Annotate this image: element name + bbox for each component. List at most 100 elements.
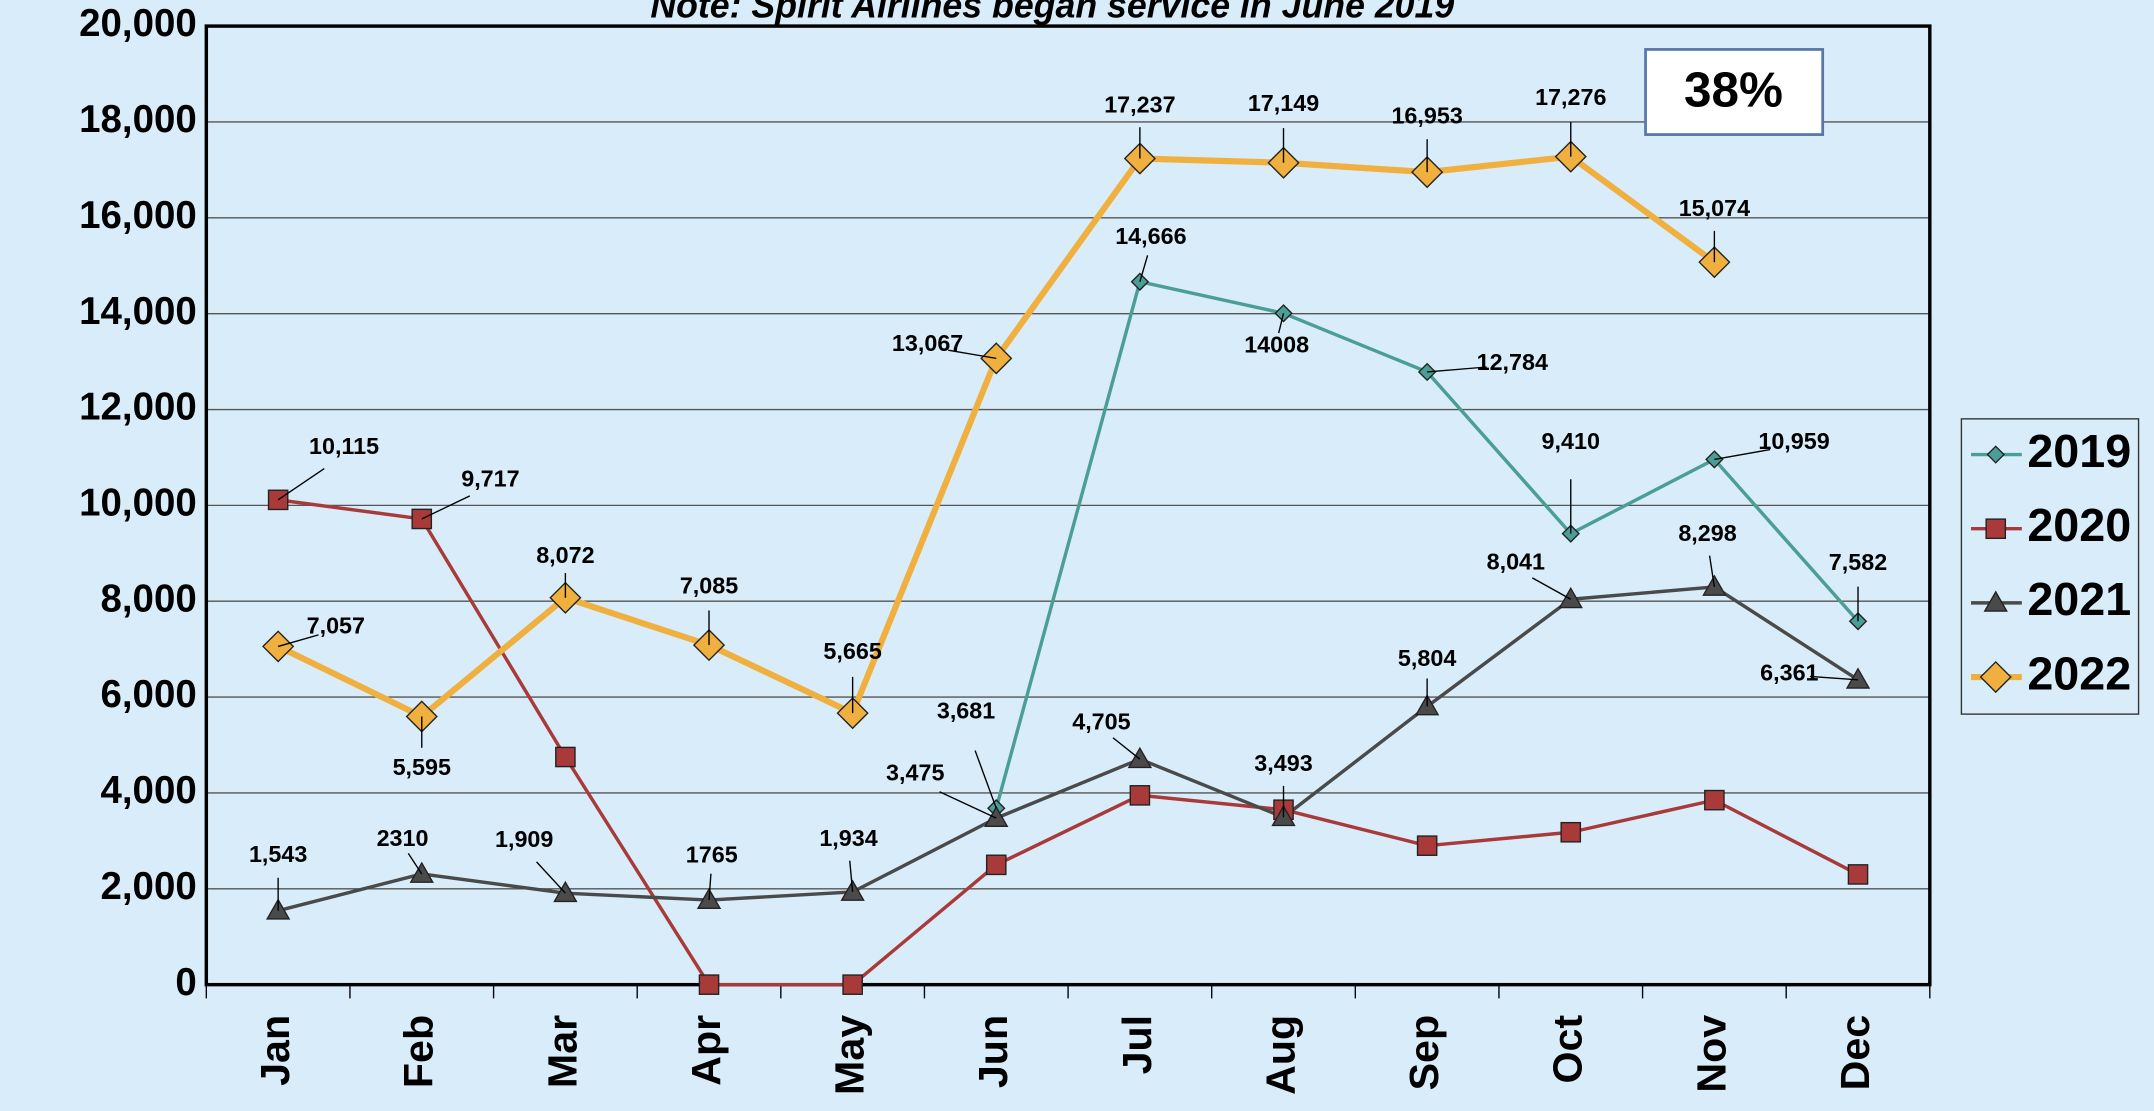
leader-line bbox=[948, 349, 997, 360]
marker bbox=[1560, 821, 1582, 843]
y-tick-label: 16,000 bbox=[79, 194, 197, 237]
y-tick-label: 20,000 bbox=[79, 2, 197, 45]
leader-line bbox=[974, 750, 997, 809]
x-tick-label: Mar bbox=[539, 1015, 585, 1088]
leader-line bbox=[1708, 555, 1716, 588]
legend-label: 2022 bbox=[2027, 647, 2131, 699]
data-label: 7,057 bbox=[307, 612, 365, 638]
marker bbox=[1986, 445, 2005, 464]
marker bbox=[1979, 660, 2012, 694]
leader-line bbox=[1139, 255, 1149, 282]
data-label: 3,475 bbox=[886, 759, 944, 785]
data-label: 12,784 bbox=[1477, 349, 1548, 375]
data-label: 16,953 bbox=[1391, 102, 1462, 128]
x-tick-label: Jun bbox=[970, 1015, 1016, 1088]
leader-line bbox=[1278, 313, 1285, 334]
legend-label: 2021 bbox=[2027, 573, 2131, 625]
chart-title: Note: Spirit Airlines began service in J… bbox=[650, 0, 1454, 26]
marker bbox=[1127, 746, 1153, 769]
y-tick-label: 4,000 bbox=[101, 769, 197, 812]
leader-line bbox=[708, 873, 712, 901]
leader-line bbox=[421, 495, 471, 520]
legend-box bbox=[1960, 418, 2140, 715]
data-label: 1,543 bbox=[249, 841, 307, 867]
leader-line bbox=[277, 634, 319, 648]
marker bbox=[1416, 835, 1438, 856]
marker bbox=[1554, 140, 1587, 173]
data-label: 10,959 bbox=[1758, 428, 1829, 454]
data-label: 13,067 bbox=[892, 330, 963, 356]
y-tick-label: 18,000 bbox=[79, 98, 197, 141]
data-label: 17,237 bbox=[1104, 92, 1175, 118]
x-tick-label: Dec bbox=[1832, 1015, 1878, 1091]
data-label: 8,041 bbox=[1487, 549, 1545, 575]
x-tick-label: Apr bbox=[683, 1015, 729, 1086]
x-tick-label: Nov bbox=[1688, 1015, 1734, 1093]
marker bbox=[1847, 864, 1869, 885]
data-label: 7,582 bbox=[1829, 549, 1887, 575]
x-tick-label: Aug bbox=[1257, 1015, 1303, 1095]
marker bbox=[984, 805, 1009, 828]
data-label: 1,909 bbox=[495, 826, 553, 852]
y-tick-label: 10,000 bbox=[79, 482, 197, 525]
annotation: 38% bbox=[1684, 62, 1783, 117]
data-label: 15,074 bbox=[1679, 195, 1750, 221]
legend-label: 2019 bbox=[2027, 425, 2131, 477]
leader-line bbox=[407, 852, 423, 875]
leader-line bbox=[536, 861, 566, 894]
data-label: 5,595 bbox=[393, 754, 451, 780]
y-tick-label: 6,000 bbox=[101, 673, 197, 716]
data-label: 17,149 bbox=[1248, 90, 1319, 116]
marker bbox=[698, 974, 720, 995]
data-label: 5,665 bbox=[823, 638, 881, 664]
x-tick-label: Jan bbox=[252, 1015, 298, 1086]
annotation-box bbox=[1644, 48, 1825, 136]
marker bbox=[1845, 667, 1871, 689]
leader-line bbox=[939, 791, 997, 819]
data-label: 5,804 bbox=[1398, 645, 1456, 671]
data-label: 9,410 bbox=[1542, 428, 1600, 454]
data-label: 2310 bbox=[377, 825, 429, 851]
y-tick-label: 0 bbox=[175, 961, 196, 1004]
leader-line bbox=[277, 467, 325, 501]
data-label: 14,666 bbox=[1115, 223, 1186, 249]
y-tick-label: 14,000 bbox=[79, 290, 197, 333]
data-label: 8,298 bbox=[1678, 520, 1736, 546]
x-tick-label: Jul bbox=[1114, 1015, 1160, 1075]
x-tick-label: May bbox=[827, 1015, 873, 1095]
data-label: 8,072 bbox=[536, 542, 594, 568]
marker bbox=[1129, 785, 1151, 806]
y-tick-label: 12,000 bbox=[79, 386, 197, 429]
leader-line bbox=[1427, 366, 1487, 373]
legend-label: 2020 bbox=[2027, 499, 2131, 551]
data-label: 1765 bbox=[686, 841, 738, 867]
series-line bbox=[277, 498, 1859, 987]
data-label: 6,361 bbox=[1760, 659, 1818, 685]
data-label: 3,493 bbox=[1254, 750, 1312, 776]
data-label: 10,115 bbox=[309, 433, 379, 459]
data-label: 4,705 bbox=[1072, 709, 1130, 735]
leader-line bbox=[1714, 448, 1771, 461]
leader-line bbox=[1112, 737, 1141, 760]
y-tick-label: 8,000 bbox=[101, 577, 197, 620]
marker bbox=[692, 629, 726, 662]
x-tick-label: Feb bbox=[396, 1015, 442, 1088]
x-tick-label: Sep bbox=[1401, 1015, 1447, 1091]
data-label: 17,276 bbox=[1535, 84, 1606, 110]
leader-line bbox=[1531, 577, 1572, 600]
data-label: 7,085 bbox=[680, 573, 738, 599]
marker bbox=[1704, 789, 1725, 811]
leader-line bbox=[849, 860, 854, 893]
marker bbox=[555, 746, 576, 768]
marker bbox=[1558, 586, 1583, 609]
marker bbox=[1985, 518, 2007, 540]
data-label: 14008 bbox=[1244, 331, 1309, 357]
marker bbox=[1983, 590, 2008, 612]
leader-line bbox=[1809, 675, 1859, 681]
series-line bbox=[277, 585, 1859, 913]
marker bbox=[409, 861, 434, 883]
data-label: 3,681 bbox=[937, 697, 995, 723]
data-label: 1,934 bbox=[819, 825, 877, 851]
